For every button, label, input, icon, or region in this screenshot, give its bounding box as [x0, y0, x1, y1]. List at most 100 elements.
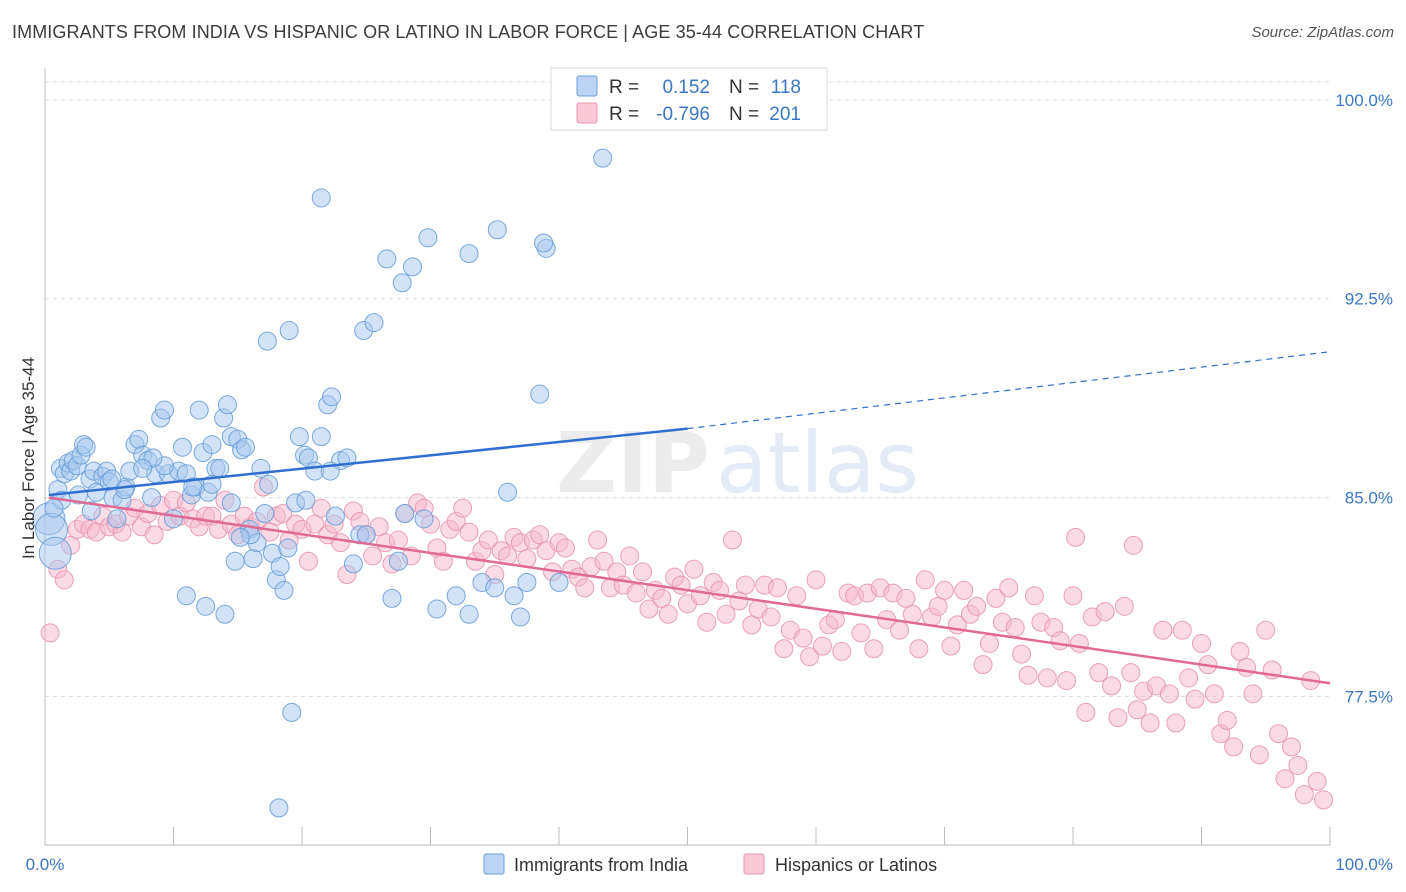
india-point [325, 506, 345, 526]
hispanics-point [1314, 790, 1334, 810]
stats-n-label-blue: N = [729, 77, 759, 98]
india-point [549, 572, 569, 592]
india-point [189, 400, 209, 420]
india-point [202, 435, 222, 455]
hispanics-point [1185, 689, 1205, 709]
hispanics-point [1069, 633, 1089, 653]
hispanics-point [459, 522, 479, 542]
hispanics-point [767, 578, 787, 598]
india-point [217, 395, 237, 415]
hispanics-point [1089, 663, 1109, 683]
hispanics-point [967, 596, 987, 616]
stats-n-value-blue: 118 [771, 77, 801, 98]
x-tick-label-max: 100.0% [1335, 855, 1393, 874]
india-point [289, 427, 309, 447]
hispanics-point [954, 580, 974, 600]
india-point [498, 482, 518, 502]
hispanics-point [729, 591, 749, 611]
india-point [107, 509, 127, 529]
hispanics-point [1307, 771, 1327, 791]
hispanics-point [1159, 684, 1179, 704]
india-point [418, 228, 438, 248]
hispanics-point [1172, 620, 1192, 640]
axes [44, 68, 1331, 846]
hispanics-point [363, 546, 383, 566]
hispanics-point [774, 639, 794, 659]
india-point [235, 437, 255, 457]
india-point [395, 504, 415, 524]
stats-legend-swatch-pink [576, 102, 598, 124]
india-point [115, 480, 135, 500]
hispanics-point [453, 498, 473, 518]
hispanics-point [890, 620, 910, 640]
stats-r-label-pink: R = [609, 104, 639, 125]
hispanics-point [1121, 663, 1141, 683]
source-credit: Source: ZipAtlas.com [1251, 24, 1394, 41]
hispanics-point [1076, 702, 1096, 722]
hispanics-point [1179, 668, 1199, 688]
hispanics-point [575, 578, 595, 598]
hispanics-trend-line [48, 496, 1331, 685]
hispanics-point [735, 575, 755, 595]
hispanics-point [800, 647, 820, 667]
hispanics-point [40, 623, 60, 643]
india-point [257, 331, 277, 351]
watermark-zip: ZIP [556, 414, 710, 512]
x-tick-label-min: 0.0% [26, 855, 65, 874]
hispanics-point [478, 530, 498, 550]
hispanics-point [1050, 631, 1070, 651]
hispanics-point [331, 533, 351, 553]
india-point [215, 604, 235, 624]
hispanics-point [1224, 737, 1244, 757]
india-point [459, 244, 479, 264]
hispanics-point [1166, 713, 1186, 733]
hispanics-point [658, 604, 678, 624]
hispanics-point [1153, 620, 1173, 640]
hispanics-point [941, 636, 961, 656]
india-point [102, 469, 122, 489]
y-tick-label: 85.0% [1345, 489, 1393, 508]
hispanics-point [1288, 755, 1308, 775]
stats-legend: R = 0.152 N = 118 R = -0.796 N = 201 [550, 67, 828, 131]
india-point [155, 400, 175, 420]
hispanics-point [433, 551, 453, 571]
hispanics-point [530, 525, 550, 545]
hispanics-point [896, 588, 916, 608]
hispanics-point [144, 525, 164, 545]
hispanics-point [1236, 657, 1256, 677]
india-point [38, 536, 72, 570]
hispanics-point [722, 530, 742, 550]
hispanics-point [761, 607, 781, 627]
india-point [356, 525, 376, 545]
india-point [530, 384, 550, 404]
hispanics-point [1269, 724, 1289, 744]
trend-lines [48, 351, 1331, 685]
hispanics-point [1057, 671, 1077, 691]
hispanics-point [793, 628, 813, 648]
stats-n-value-pink: 201 [769, 104, 801, 125]
india-point [446, 586, 466, 606]
india-point [485, 578, 505, 598]
india-point [279, 321, 299, 341]
india-point [388, 551, 408, 571]
y-tick-label: 77.5% [1345, 687, 1393, 706]
stats-r-value-pink: -0.796 [656, 104, 710, 125]
hispanics-point [1024, 586, 1044, 606]
hispanics-point [1066, 527, 1086, 547]
hispanics-point [999, 578, 1019, 598]
india-point [183, 477, 203, 497]
stats-r-value-blue: 0.152 [662, 77, 710, 98]
chart-title: IMMIGRANTS FROM INDIA VS HISPANIC OR LAT… [12, 22, 925, 42]
hispanics-point [555, 538, 575, 558]
stats-r-label-blue: R = [609, 77, 639, 98]
india-trend-line [48, 427, 688, 497]
hispanics-point [973, 655, 993, 675]
legend-label-india: Immigrants from India [514, 855, 689, 875]
hispanics-point [671, 575, 691, 595]
legend-label-hispanics: Hispanics or Latinos [775, 855, 937, 875]
hispanics-point [787, 586, 807, 606]
hispanics-point [1275, 769, 1295, 789]
india-point [392, 273, 412, 293]
hispanics-point [1102, 676, 1122, 696]
india-point [377, 249, 397, 269]
